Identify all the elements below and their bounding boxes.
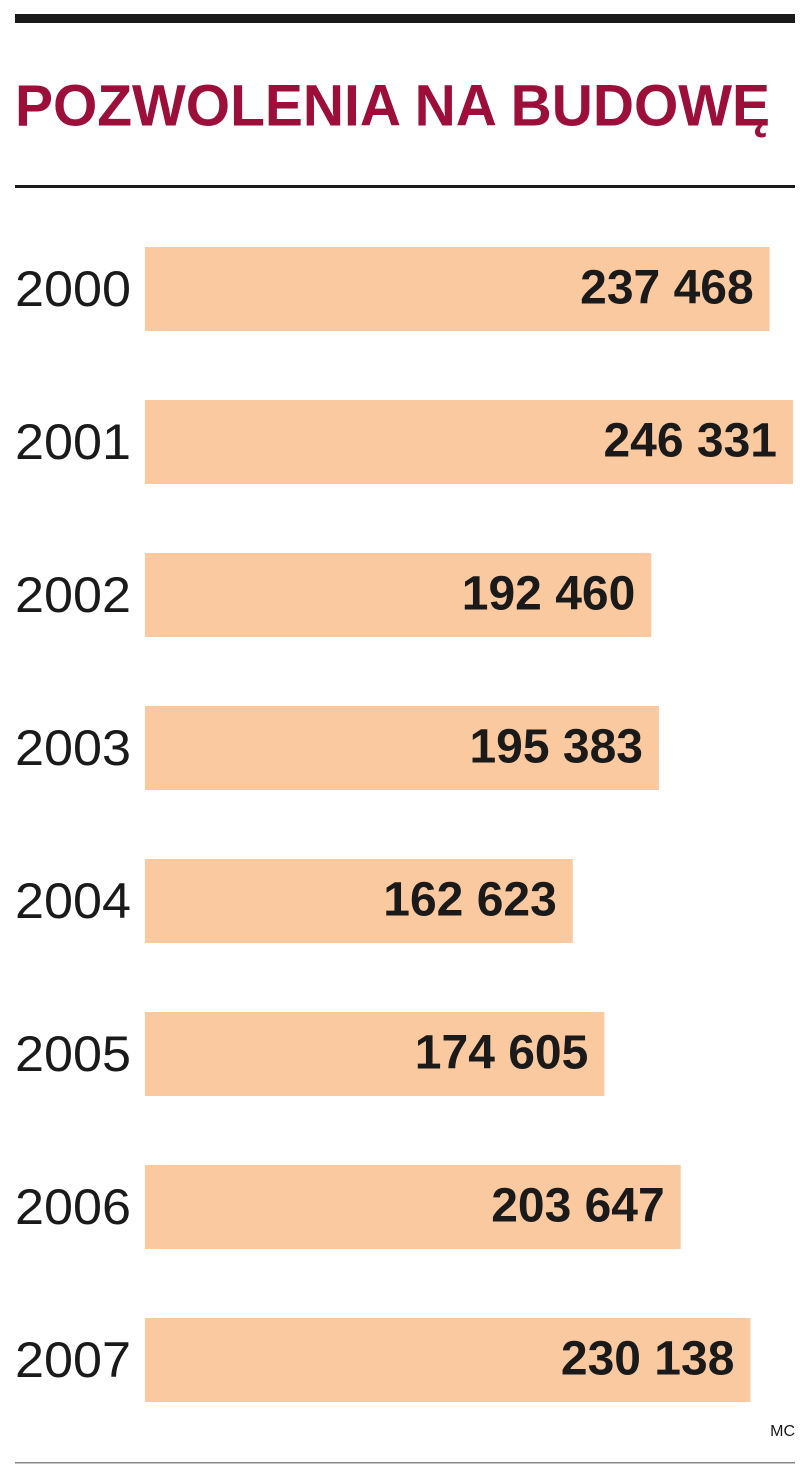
value-label: 246 331: [603, 415, 777, 468]
bar: [145, 1318, 751, 1402]
bar: [145, 553, 652, 637]
category-label: 2005: [15, 1026, 131, 1082]
bar: [145, 859, 573, 943]
category-label: 2004: [15, 873, 131, 929]
category-label: 2002: [15, 567, 131, 623]
value-label: 230 138: [561, 1333, 735, 1386]
value-label: 203 647: [491, 1180, 665, 1233]
chart-title: POZWOLENIA NA BUDOWĘ: [15, 73, 770, 138]
value-label: 192 460: [462, 568, 636, 621]
category-label: 2006: [15, 1179, 131, 1235]
category-label: 2003: [15, 720, 131, 776]
value-label: 237 468: [580, 262, 754, 315]
title-rule: [15, 185, 795, 188]
value-label: 195 383: [469, 721, 643, 774]
top-rule: [15, 14, 795, 23]
category-label: 2000: [15, 261, 131, 317]
bar: [145, 706, 659, 790]
category-label: 2007: [15, 1332, 131, 1388]
bottom-rule: [15, 1462, 795, 1464]
credit: MC: [770, 1423, 795, 1440]
bar: [145, 400, 793, 484]
value-label: 174 605: [415, 1027, 589, 1080]
bar: [145, 1165, 681, 1249]
category-label: 2001: [15, 414, 131, 470]
bar: [145, 247, 770, 331]
bar: [145, 1012, 605, 1096]
value-label: 162 623: [383, 874, 557, 927]
